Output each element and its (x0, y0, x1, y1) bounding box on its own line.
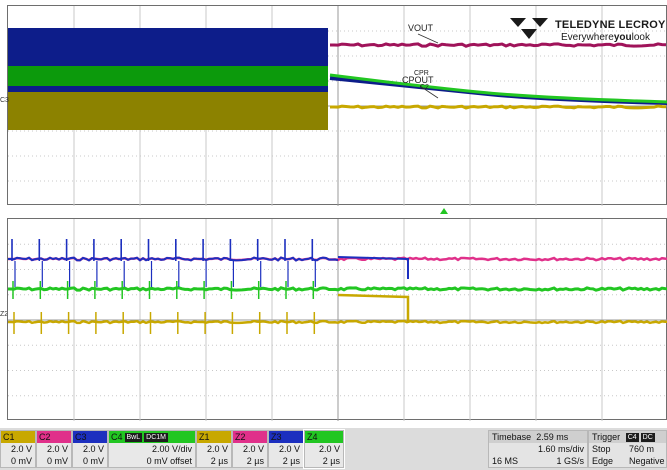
coupling-badge: DC1M (144, 433, 168, 442)
trigger-slope: Negative (629, 456, 665, 466)
trigger-mode: Stop (592, 444, 611, 454)
channel-box-z3[interactable]: Z3 2.0 V 2 µs (268, 430, 304, 468)
channel-scale: 2.0 V (242, 444, 264, 454)
trigger-label: Trigger (592, 432, 621, 442)
ch4-zoom-trace (8, 286, 667, 292)
lower-zoom-grid[interactable] (7, 218, 667, 421)
cpout-trace-label: CPOUT (402, 75, 434, 85)
channel-header: C2 (37, 431, 71, 443)
ch3-zoom-tail (337, 256, 409, 279)
ch3-zoom-trace (8, 256, 339, 262)
channel-id: Z1 (199, 432, 210, 442)
timebase-delay: 2.59 ms (536, 432, 569, 442)
channel-header: C3 (73, 431, 107, 443)
channel-header: C1 (1, 431, 35, 443)
channel-offset: 2 µs (210, 456, 228, 466)
channel-id: Z4 (307, 432, 318, 442)
ch1-dense-band (8, 90, 328, 130)
ch1-zoom-tail (337, 293, 410, 323)
channel-header: Z3 (269, 431, 303, 443)
channel-offset: 0 mV offset (146, 456, 192, 466)
channel-offset: 2 µs (322, 456, 340, 466)
c3-side-marker: C3 (0, 97, 9, 104)
timebase-samples: 16 MS (492, 456, 519, 466)
vout-leader-line (417, 33, 439, 44)
channel-id: C2 (39, 432, 51, 442)
channel-id: C3 (75, 432, 87, 442)
ch1-zoom-trace (8, 319, 667, 325)
upper-waveform-plot (8, 6, 667, 206)
trigger-channel: C4 (625, 433, 639, 442)
trigger-level: 760 m (629, 444, 655, 454)
channel-box-z4[interactable]: Z4 2.0 V 2 µs (303, 429, 345, 469)
channel-scale: 2.0 V (278, 444, 300, 454)
ch4-decay-trace (329, 73, 667, 104)
timebase-rate: 1 GS/s (556, 456, 584, 466)
channel-id: C1 (3, 432, 15, 442)
brand-tagline: Everywhereyoulook (561, 32, 650, 43)
channel-id: C4 (111, 432, 123, 442)
vout-trace-label: VOUT (408, 23, 434, 33)
channel-box-z2[interactable]: Z2 2.0 V 2 µs (232, 430, 268, 468)
channel-id: Z2 (235, 432, 246, 442)
trigger-panel[interactable]: Trigger C4 DC Stop 760 m Edge Negative (588, 430, 667, 468)
channel-box-z1[interactable]: Z1 2.0 V 2 µs (196, 430, 232, 468)
channel-box-c3[interactable]: C3 2.0 V 0 mV (72, 430, 108, 468)
ch4-dense-band (8, 66, 328, 86)
channel-box-c4[interactable]: C4 BwL DC1M 2.00 V/div 0 mV offset (108, 430, 196, 468)
trigger-type: Edge (592, 456, 614, 466)
channel-id: Z3 (271, 432, 282, 442)
channel-offset: 2 µs (282, 456, 300, 466)
timebase-label: Timebase (492, 432, 532, 442)
upper-waveform-grid[interactable] (7, 5, 667, 206)
channel-scale: 2.0 V (318, 444, 340, 454)
channel-header: C4 BwL DC1M (109, 431, 195, 443)
channel-box-c1[interactable]: C1 2.0 V 0 mV (0, 430, 36, 468)
cpr-trace-label: CPR (414, 70, 429, 77)
timebase-panel[interactable]: Timebase 2.59 ms 1.60 ms/div 16 MS 1 GS/s (488, 430, 588, 468)
vout-trace (330, 42, 667, 48)
channel-offset: 0 mV (82, 456, 104, 466)
channel-offset: 0 mV (46, 456, 68, 466)
channel-offset: 0 mV (10, 456, 32, 466)
channel-scale: 2.0 V (10, 444, 32, 454)
cpout-leader-line (419, 85, 439, 99)
bandwidth-limit-badge: BwL (124, 433, 143, 442)
channel-box-c2[interactable]: C2 2.0 V 0 mV (36, 430, 72, 468)
channel-scale: 2.0 V (82, 444, 104, 454)
trigger-position-marker[interactable] (440, 208, 448, 214)
trigger-coupling: DC (640, 433, 655, 442)
ch3-dense-band-low (8, 88, 328, 92)
channel-offset: 2 µs (246, 456, 264, 466)
c2-trace-label: C2 (420, 84, 429, 91)
channel-header: Z2 (233, 431, 267, 443)
z2-side-marker: Z2 (0, 311, 9, 318)
channel-scale: 2.00 V/div (151, 444, 192, 454)
ch1-settled-trace (330, 104, 667, 110)
brand-name: TELEDYNE LECROY (555, 19, 666, 31)
channel-scale: 2.0 V (46, 444, 68, 454)
timebase-per-div: 1.60 ms/div (537, 444, 584, 454)
channel-header: Z1 (197, 431, 231, 443)
lower-zoom-plot (8, 219, 667, 421)
channel-header: Z4 (305, 431, 343, 443)
channel-scale: 2.0 V (206, 444, 228, 454)
